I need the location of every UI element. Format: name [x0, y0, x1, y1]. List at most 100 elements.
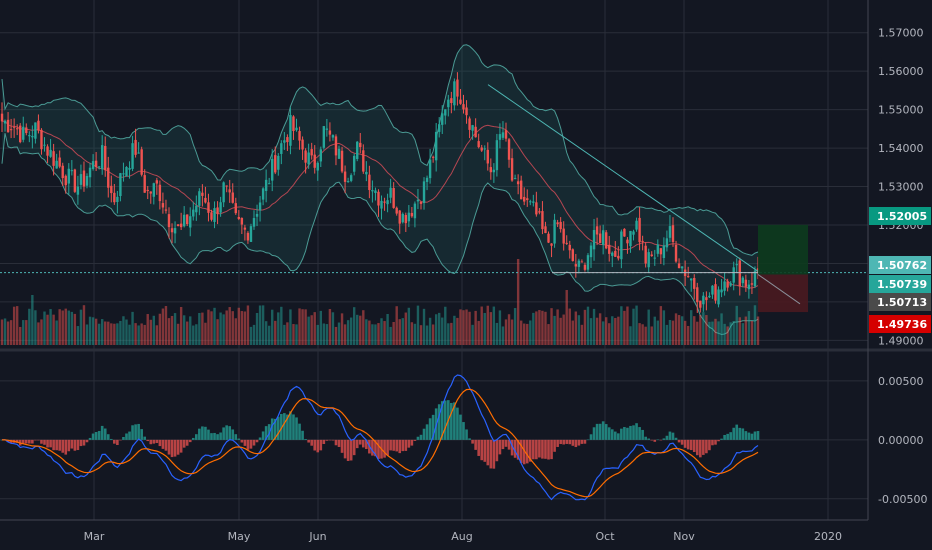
- candle-body: [650, 254, 653, 257]
- volume-bar: [231, 311, 234, 345]
- candle-body: [720, 289, 723, 293]
- volume-bar: [465, 309, 468, 345]
- candle-body: [662, 245, 666, 258]
- macd-histogram-bar: [276, 416, 280, 440]
- macd-histogram-bar: [489, 439, 493, 469]
- macd-histogram-bar: [492, 439, 496, 469]
- macd-histogram-bar: [498, 439, 502, 455]
- volume-bar: [474, 310, 477, 345]
- volume-bar: [492, 306, 496, 345]
- macd-histogram-bar: [623, 427, 626, 440]
- volume-bar: [195, 324, 198, 345]
- position-target-zone[interactable]: [758, 224, 808, 275]
- candle-body: [668, 226, 672, 238]
- macd-panel[interactable]: [0, 374, 760, 501]
- candle-body: [359, 142, 362, 148]
- macd-histogram-bar: [383, 439, 386, 458]
- volume-bar: [383, 321, 386, 345]
- macd-histogram-bar: [304, 439, 307, 440]
- candle-body: [583, 264, 587, 270]
- candle-body: [94, 160, 98, 167]
- volume-bar: [705, 315, 708, 345]
- trend-line[interactable]: [487, 84, 761, 274]
- volume-bar: [277, 312, 280, 345]
- candle-body: [161, 203, 165, 208]
- macd-histogram-bar: [328, 439, 332, 441]
- volume-bar: [419, 325, 423, 345]
- volume-bar: [340, 313, 344, 345]
- volume-bar: [119, 320, 122, 345]
- volume-bar: [735, 305, 738, 345]
- volume-bar: [49, 309, 52, 345]
- candle-body: [316, 162, 319, 171]
- macd-histogram-bar: [595, 423, 599, 440]
- price-panel[interactable]: [0, 44, 868, 345]
- macd-histogram-bar: [708, 439, 711, 451]
- candle-body: [307, 152, 310, 165]
- volume-bar: [732, 321, 735, 345]
- volume-bar: [131, 311, 134, 345]
- volume-bar: [304, 309, 307, 345]
- macd-histogram-bar: [638, 427, 641, 440]
- macd-histogram-bar: [443, 400, 447, 440]
- volume-bar: [693, 316, 696, 345]
- volume-bar: [456, 317, 459, 345]
- candle-body: [647, 252, 650, 268]
- volume-bar: [744, 316, 748, 345]
- volume-bar: [374, 324, 377, 345]
- candle-body: [404, 214, 408, 224]
- volume-bar: [592, 308, 596, 345]
- volume-bar: [359, 315, 362, 345]
- volume-bar: [677, 315, 681, 345]
- volume-bar: [635, 305, 638, 345]
- candle-body: [70, 170, 74, 172]
- candle-body: [513, 178, 517, 180]
- macd-histogram-bar: [334, 439, 338, 446]
- volume-bar: [686, 325, 690, 345]
- candle-body: [690, 278, 693, 281]
- macd-histogram-bar: [164, 439, 168, 451]
- macd-histogram-bar: [562, 439, 565, 445]
- price-label-text: 1.52005: [877, 210, 927, 223]
- macd-histogram: [0, 400, 760, 469]
- volume-bar: [22, 320, 25, 345]
- candle-body: [468, 118, 471, 130]
- macd-histogram-bar: [94, 431, 98, 440]
- candle-body: [210, 212, 213, 220]
- volume-bars: [0, 259, 760, 345]
- price-label-box: [869, 293, 931, 311]
- candle-body: [550, 243, 553, 246]
- volume-bar: [219, 312, 222, 345]
- macd-histogram-bar: [480, 439, 484, 461]
- signal-line: [1, 388, 759, 498]
- macd-histogram-bar: [644, 436, 647, 440]
- volume-bar: [298, 308, 301, 345]
- volume-bar: [210, 311, 213, 345]
- macd-histogram-bar: [319, 439, 323, 451]
- macd-histogram-bar: [113, 439, 116, 444]
- macd-histogram-bar: [453, 402, 456, 440]
- candle-body: [368, 174, 371, 191]
- price-tick-label: 1.57000: [878, 27, 924, 40]
- macd-histogram-bar: [31, 439, 34, 444]
- candle-body: [216, 207, 219, 214]
- price-tick-label: 1.54000: [878, 142, 924, 155]
- volume-bar: [398, 319, 401, 345]
- macd-histogram-bar: [204, 426, 207, 440]
- volume-bar: [662, 310, 666, 345]
- volume-bar: [64, 308, 67, 345]
- macd-histogram-bar: [185, 439, 189, 446]
- volume-bar: [720, 313, 723, 345]
- volume-bar: [246, 305, 250, 345]
- macd-axis[interactable]: 0.00500 0.00000 -0.00500: [878, 375, 927, 506]
- volume-bar: [258, 305, 262, 345]
- macd-histogram-bar: [659, 439, 663, 441]
- volume-bar: [289, 309, 292, 345]
- macd-histogram-bar: [34, 439, 37, 441]
- candle-body: [410, 212, 414, 217]
- volume-bar: [620, 306, 623, 345]
- candle-body: [170, 228, 174, 233]
- time-axis[interactable]: Mar May Jun Aug Oct Nov 2020: [84, 530, 842, 543]
- macd-histogram-bar: [510, 439, 514, 456]
